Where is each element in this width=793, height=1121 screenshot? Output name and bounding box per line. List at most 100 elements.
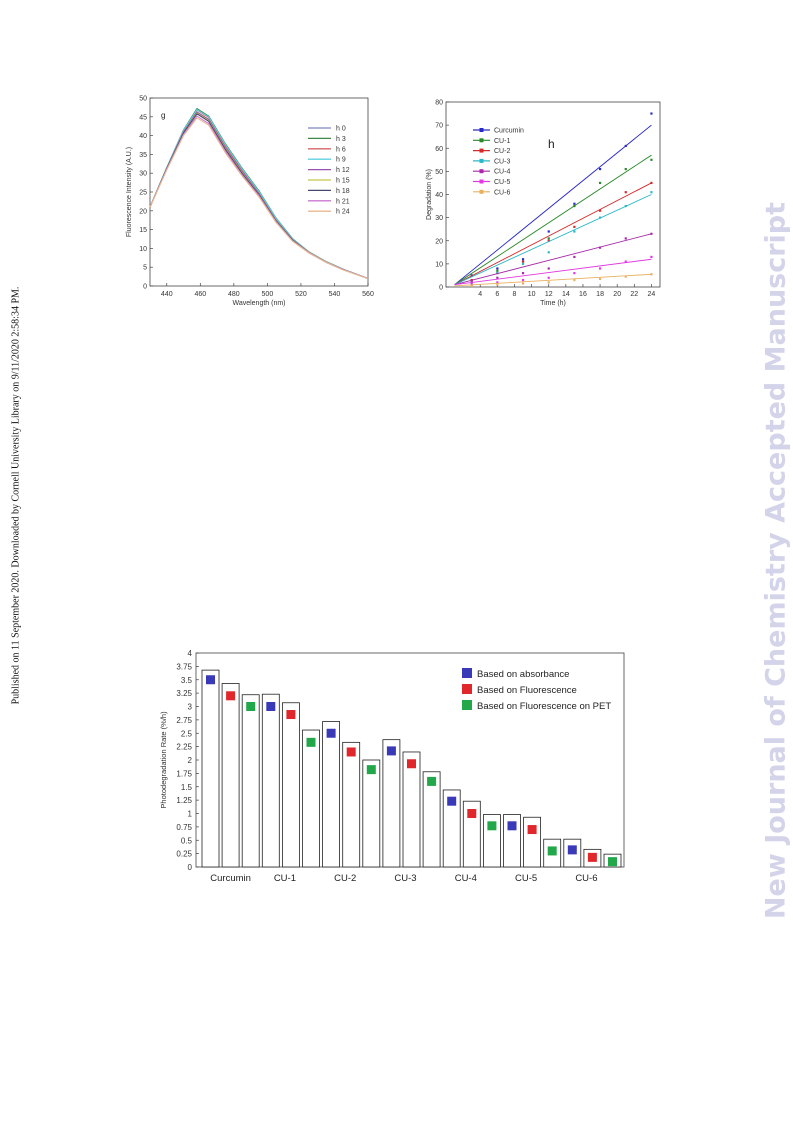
data-point: [573, 278, 576, 282]
bar-marker: [447, 796, 457, 806]
bar-marker: [487, 821, 497, 831]
data-point: [496, 267, 499, 270]
data-point: [573, 230, 576, 233]
data-point: [624, 275, 627, 278]
legend-marker: [479, 138, 484, 143]
data-point: [650, 158, 653, 161]
bar: [422, 771, 441, 868]
data-point: [573, 255, 576, 259]
fit-line: [454, 154, 652, 286]
y-tick-label: 10: [139, 246, 147, 253]
data-point: [650, 181, 653, 185]
data-point: [547, 251, 550, 254]
category-label: CU-2: [334, 873, 356, 884]
data-point: [470, 284, 473, 287]
data-point: [521, 272, 525, 275]
category-label: CU-3: [394, 873, 416, 884]
legend-label: h 12: [336, 167, 350, 174]
legend-marker: [462, 684, 472, 694]
y-tick-label: 0.5: [181, 836, 193, 845]
y-tick-label: 20: [139, 208, 147, 215]
bar-marker: [527, 825, 537, 835]
y-tick-label: 40: [435, 192, 443, 199]
y-tick-label: 3: [188, 703, 193, 712]
bar: [261, 693, 280, 868]
y-tick-label: 1.25: [176, 796, 192, 805]
bar: [442, 789, 461, 868]
legend-marker: [479, 128, 484, 132]
data-point: [624, 144, 627, 148]
bar-marker: [567, 845, 577, 855]
y-tick-label: 0: [143, 284, 147, 291]
data-point: [496, 281, 499, 284]
x-tick-label: 440: [161, 291, 173, 298]
legend-label: h 18: [336, 188, 350, 195]
data-point: [598, 209, 602, 212]
data-point: [547, 281, 550, 284]
y-tick-label: 50: [139, 96, 147, 103]
legend-label: h 3: [336, 136, 346, 143]
y-tick-label: 0.25: [176, 850, 192, 859]
x-axis-label: Wavelength (nm): [232, 300, 285, 307]
x-tick-label: 12: [545, 291, 553, 298]
data-point: [598, 181, 602, 185]
y-tick-label: 50: [435, 169, 443, 176]
category-label: Curcumin: [210, 873, 251, 884]
data-point: [521, 278, 525, 282]
spectrum-line: [149, 117, 369, 280]
bar: [362, 759, 381, 868]
data-point: [521, 282, 525, 285]
data-point: [650, 112, 653, 115]
legend-label: Curcumin: [494, 128, 524, 135]
legend-marker: [479, 158, 484, 163]
data-point: [598, 246, 602, 249]
bar-marker: [386, 746, 396, 756]
y-tick-label: 0: [439, 285, 443, 292]
x-tick-label: 6: [495, 291, 499, 298]
x-tick-label: 20: [613, 291, 621, 298]
y-tick-label: 0: [188, 863, 193, 872]
bar-marker: [286, 710, 296, 720]
data-point: [598, 167, 602, 171]
data-point: [624, 237, 627, 240]
journal-watermark: New Journal of Chemistry Accepted Manusc…: [760, 201, 792, 920]
legend-label: h 6: [336, 146, 346, 153]
bar-marker: [587, 852, 597, 862]
x-tick-label: 16: [579, 291, 587, 298]
bar: [241, 694, 260, 868]
x-tick-label: 500: [262, 291, 274, 298]
legend-label: CU-6: [494, 189, 510, 196]
bar-marker: [507, 821, 517, 831]
data-point: [547, 239, 550, 242]
x-tick-label: 14: [562, 291, 570, 298]
y-tick-label: 15: [139, 227, 147, 234]
x-tick-label: 480: [228, 291, 240, 298]
legend-marker: [479, 179, 484, 184]
legend-marker: [479, 148, 484, 153]
bar: [302, 729, 320, 868]
bar-marker: [306, 737, 316, 747]
data-point: [598, 216, 602, 219]
legend-label: CU-2: [494, 148, 510, 155]
data-point: [624, 204, 627, 208]
x-tick-label: 460: [194, 291, 206, 298]
y-tick-label: 1: [188, 810, 193, 819]
legend-label: h 21: [336, 198, 350, 205]
data-point: [496, 283, 499, 286]
data-point: [496, 272, 499, 275]
legend-label: h 9: [336, 157, 346, 164]
legend-label: CU-4: [494, 169, 510, 176]
x-tick-label: 22: [630, 291, 638, 298]
y-tick-label: 3.75: [176, 662, 192, 671]
data-point: [624, 191, 627, 194]
y-axis-label: Fluorescence Intensity (A.U.): [126, 147, 133, 237]
data-point: [547, 237, 550, 240]
y-tick-label: 1.75: [176, 769, 192, 778]
legend-label: h 15: [336, 178, 350, 185]
y-tick-label: 35: [139, 152, 147, 159]
legend-label: Based on Fluorescence: [477, 685, 577, 696]
x-tick-label: 4: [478, 291, 482, 298]
y-tick-label: 2.5: [181, 729, 193, 738]
y-tick-label: 1.5: [181, 783, 193, 792]
category-label: CU-1: [274, 873, 296, 884]
